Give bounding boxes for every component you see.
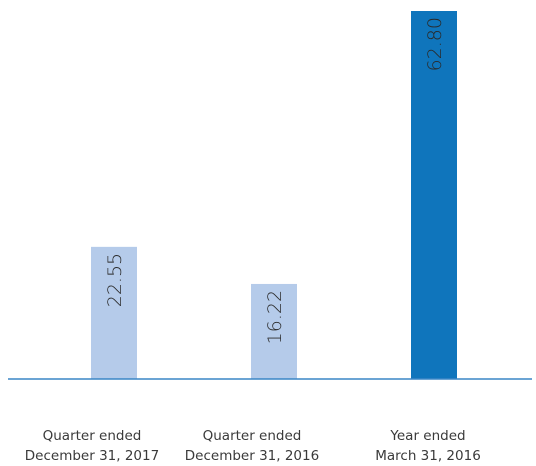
bars-group: 22.55 16.22 62.80 bbox=[91, 11, 457, 379]
category-label-2-line-2: December 31, 2016 bbox=[185, 448, 319, 464]
bar-value-label-3: 62.80 bbox=[424, 17, 446, 71]
category-label-3-line-1: Year ended bbox=[389, 428, 465, 444]
category-label-1-line-2: December 31, 2017 bbox=[25, 448, 159, 464]
category-label-1-line-1: Quarter ended bbox=[43, 428, 142, 444]
category-labels: Quarter ended December 31, 2017 Quarter en… bbox=[25, 428, 481, 464]
category-label-3-line-2: March 31, 2016 bbox=[375, 448, 481, 464]
bar-value-label-2: 16.22 bbox=[264, 290, 286, 344]
bar-value-label-1: 22.55 bbox=[104, 253, 126, 307]
category-label-2-line-1: Quarter ended bbox=[203, 428, 302, 444]
